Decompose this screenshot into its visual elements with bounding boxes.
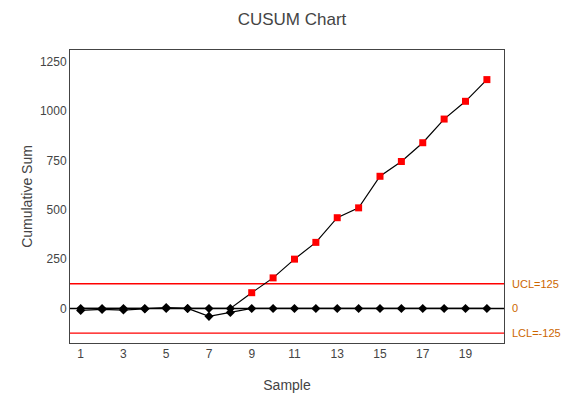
svg-text:7: 7: [206, 347, 213, 361]
svg-text:CUSUM Chart: CUSUM Chart: [238, 10, 347, 29]
svg-text:17: 17: [416, 347, 430, 361]
svg-text:750: 750: [47, 154, 67, 168]
svg-text:Cumulative Sum: Cumulative Sum: [19, 145, 35, 248]
svg-text:250: 250: [47, 252, 67, 266]
svg-text:UCL=125: UCL=125: [512, 278, 559, 290]
svg-text:1000: 1000: [40, 104, 67, 118]
svg-text:0: 0: [512, 302, 518, 314]
svg-text:Sample: Sample: [263, 377, 311, 393]
svg-text:19: 19: [459, 347, 473, 361]
svg-text:5: 5: [163, 347, 170, 361]
svg-text:1250: 1250: [40, 55, 67, 69]
svg-text:1: 1: [77, 347, 84, 361]
svg-text:0: 0: [60, 302, 67, 316]
svg-text:11: 11: [288, 347, 301, 361]
svg-text:13: 13: [331, 347, 345, 361]
svg-text:3: 3: [120, 347, 127, 361]
svg-text:15: 15: [373, 347, 387, 361]
svg-text:LCL=-125: LCL=-125: [512, 327, 561, 339]
svg-text:9: 9: [248, 347, 255, 361]
svg-text:500: 500: [47, 203, 67, 217]
